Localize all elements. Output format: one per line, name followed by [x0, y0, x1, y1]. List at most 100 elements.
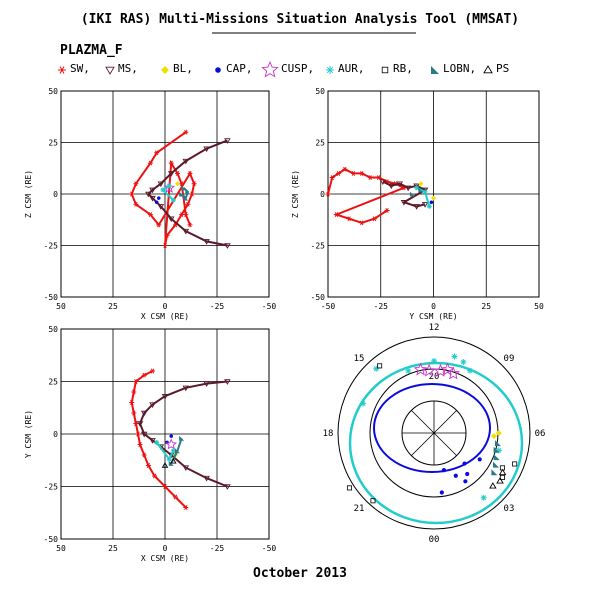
data-point-sw — [187, 222, 193, 228]
series-lobn — [179, 185, 191, 201]
x-axis-label: Y CSM (RE) — [409, 312, 457, 321]
auroral-oval-inner — [373, 383, 491, 473]
x-tick-label: 50 — [56, 544, 66, 553]
data-point-aur — [166, 456, 172, 462]
data-point-ms — [224, 484, 231, 490]
mission-name: PLAZMA_F — [60, 43, 123, 58]
data-point-sw — [183, 212, 189, 218]
y-tick-label: -25 — [44, 242, 59, 251]
y-tick-label: -25 — [311, 242, 326, 251]
data-point-lobn — [174, 448, 180, 454]
polar-series-bl — [490, 430, 502, 440]
data-point-sw — [350, 170, 356, 176]
polar-point-cap — [453, 473, 458, 478]
data-point-ms — [413, 204, 420, 210]
data-point-aur — [170, 197, 176, 203]
data-point-lobn — [179, 191, 185, 197]
track-sw — [327, 168, 407, 224]
x-tick-label: 50 — [56, 302, 66, 311]
data-point-sw — [154, 150, 160, 156]
data-point-sw — [131, 389, 137, 395]
legend-label: AUR, — [338, 62, 365, 75]
data-point-sw — [133, 421, 139, 426]
polar-series-rb — [346, 363, 518, 504]
data-point-sw — [384, 208, 390, 213]
data-point-sw — [346, 216, 352, 222]
y-tick-label: 0 — [53, 430, 58, 439]
polar-point-cap — [463, 479, 468, 484]
series-sw — [129, 368, 189, 510]
x-tick-label: 0 — [163, 544, 168, 553]
legend-label: MS, — [118, 62, 138, 75]
data-point-ms — [421, 202, 429, 208]
data-point-sw — [150, 368, 155, 374]
clock-label: 03 — [504, 504, 515, 514]
x-axis-label: X CSM (RE) — [141, 554, 189, 563]
series-aur — [160, 183, 176, 203]
data-point-sw — [172, 494, 178, 500]
data-point-sw — [164, 232, 170, 238]
legend-label: PS — [496, 62, 509, 75]
data-point-lobn — [418, 187, 424, 193]
data-point-ms — [404, 185, 412, 192]
data-point-aur — [422, 189, 428, 195]
data-point-ms — [388, 183, 395, 190]
data-point-sw — [147, 160, 153, 166]
clock-label: 18 — [323, 429, 334, 439]
polar-point-ps — [498, 468, 507, 476]
data-point-sw — [129, 400, 135, 405]
series-bl — [418, 181, 436, 201]
polar-point-cusp — [433, 363, 448, 377]
legend-item-bl: BL, — [161, 62, 193, 75]
y-tick-label: 50 — [315, 87, 325, 96]
y-tick-label: 50 — [48, 325, 58, 334]
y-axis-label: Z CSM (RE) — [24, 170, 33, 218]
legend-item-rb: RB, — [381, 62, 413, 75]
data-point-sw — [336, 170, 342, 176]
series-cap — [154, 196, 161, 204]
y-tick-label: 25 — [48, 378, 58, 387]
polar-point-rb — [499, 474, 505, 480]
polar-point-aur — [405, 367, 412, 374]
polar-point-cap — [477, 457, 482, 462]
polar-point-aur — [431, 358, 437, 364]
series-ps — [161, 457, 177, 468]
legend-item-lobn: LOBN, — [431, 62, 476, 75]
polar-spoke — [411, 410, 457, 456]
series-cusp — [163, 181, 176, 193]
y-tick-label: 25 — [48, 139, 58, 148]
polar-point-cap — [465, 471, 470, 477]
y-tick-label: 50 — [48, 87, 58, 96]
polar-series-cusp — [413, 362, 461, 380]
series-ms — [136, 379, 231, 490]
clock-label: 00 — [429, 535, 440, 545]
clock-label: 21 — [354, 504, 365, 514]
data-point-ms — [224, 379, 231, 385]
data-point-ms — [203, 146, 210, 153]
panel-xz: 50 25 0 -25 -50 -50 -25 0 25 50 X CSM (RE) Z CSM (R… — [24, 87, 276, 321]
data-point-sw — [147, 212, 153, 218]
x-tick-label: 0 — [431, 302, 436, 311]
data-point-ms — [167, 171, 175, 177]
legend-item-ms: MS, — [105, 62, 138, 75]
polar-point-cap — [462, 461, 467, 466]
data-point-sw — [187, 170, 193, 176]
x-tick-label: -50 — [262, 544, 277, 553]
data-point-aur — [426, 203, 432, 209]
data-point-lobn — [183, 195, 189, 201]
legend-marker-asterisk — [326, 66, 334, 74]
legend-label: LOBN, — [443, 62, 476, 75]
data-point-sw — [329, 175, 335, 180]
data-point-ms — [224, 243, 231, 249]
legend-item-sw: SW, — [58, 62, 90, 75]
legend-marker-square — [381, 66, 389, 74]
legend-marker-tri-down — [105, 66, 115, 75]
clock-label: 15 — [354, 354, 365, 364]
series-sw — [325, 166, 407, 226]
legend-marker-star — [58, 66, 66, 74]
polar-point-lobn — [493, 461, 500, 468]
polar-point-aur — [373, 365, 380, 372]
panel-yz: -50 -25 0 25 50 -50 -25 0 25 50 Y CSM (RE) Z CSM (R… — [291, 87, 544, 321]
polar-point-aur — [360, 400, 366, 407]
data-point-sw — [162, 484, 168, 489]
